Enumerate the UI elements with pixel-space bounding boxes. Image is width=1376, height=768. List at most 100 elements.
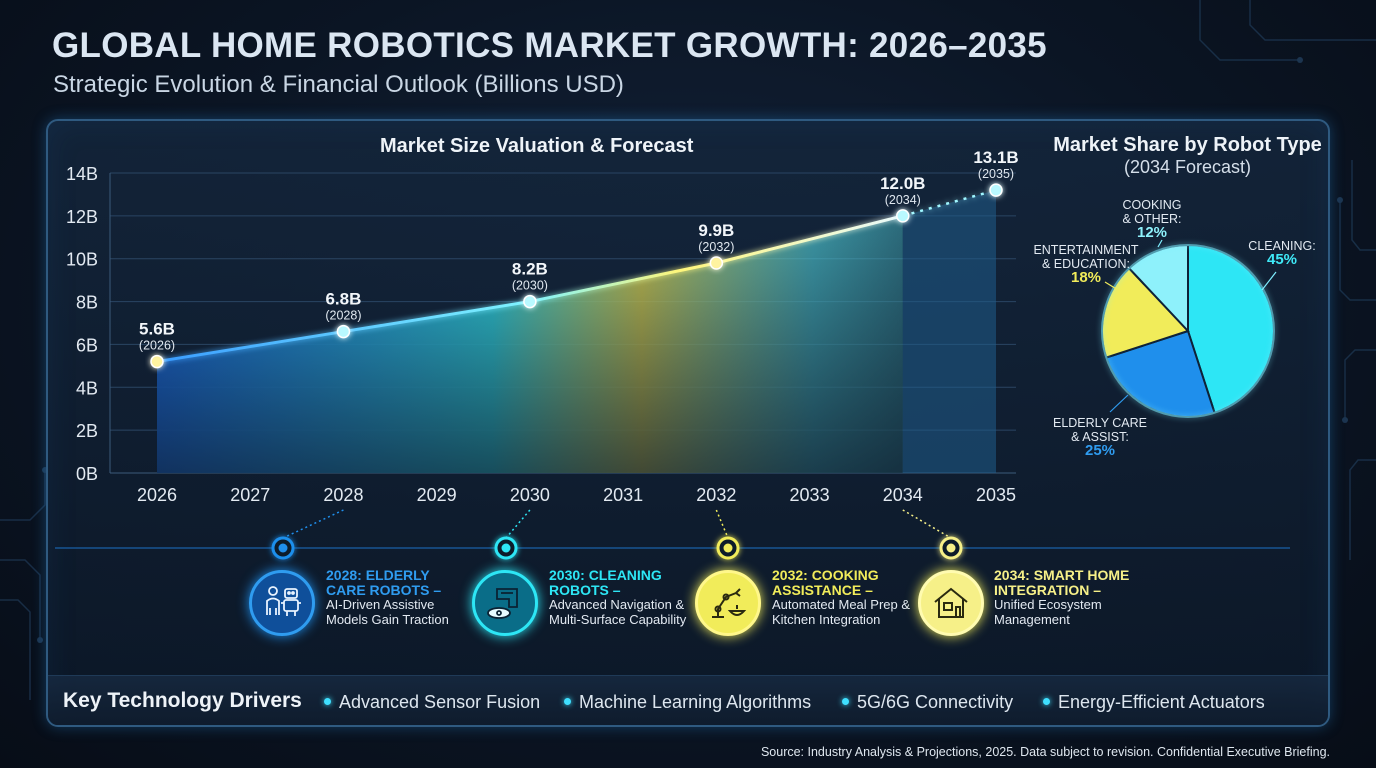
data-point [896, 209, 910, 223]
elderly-robot-icon [249, 570, 315, 636]
data-label-year: (2030) [512, 279, 548, 293]
milestone-2028: 2028: ELDERLY CARE ROBOTS – AI-Driven As… [326, 568, 466, 627]
y-tick-label: 8B [76, 293, 98, 313]
x-tick-label: 2028 [323, 485, 363, 505]
y-tick-label: 6B [76, 335, 98, 355]
robot-arm-icon [695, 570, 761, 636]
data-point [150, 354, 164, 369]
pie-label-cooking-line2: & OTHER: [1122, 212, 1182, 226]
data-point [523, 294, 537, 309]
y-tick-label: 2B [76, 421, 98, 441]
forecast-area-fill [902, 190, 996, 473]
y-tick-label: 0B [76, 464, 98, 484]
vacuum-robot-icon [472, 570, 538, 636]
bullet-icon [564, 697, 571, 705]
data-point [989, 183, 1003, 197]
driver-label: Energy-Efficient Actuators [1058, 692, 1265, 712]
driver-label: 5G/6G Connectivity [857, 692, 1014, 712]
data-label: 13.1B [973, 148, 1018, 167]
pie-label-cooking: COOKING & OTHER: 12% [1117, 198, 1187, 240]
data-point [336, 324, 351, 339]
milestone-2030-heading: 2030: CLEANING ROBOTS – [549, 567, 662, 598]
driver-label: Advanced Sensor Fusion [339, 692, 541, 712]
y-tick-label: 12B [66, 207, 98, 227]
pie-label-cleaning-name: CLEANING: [1248, 239, 1316, 253]
bullet-icon [842, 697, 849, 705]
pie-label-entertainment-line1: ENTERTAINMENT [1033, 243, 1139, 257]
milestone-2032-description: Automated Meal Prep & Kitchen Integratio… [772, 597, 911, 627]
pie-leader-line [1109, 394, 1129, 413]
pie-label-cooking-pct: 12% [1136, 224, 1168, 241]
timeline-node-core [723, 543, 733, 553]
pie-label-elderly-line1: ELDERLY CARE [1052, 416, 1148, 430]
timeline-node-core [501, 543, 511, 553]
pie-chart-subtitle: (2034 Forecast) [1123, 157, 1252, 177]
page-subtitle: Strategic Evolution & Financial Outlook … [53, 71, 624, 98]
driver-label: Machine Learning Algorithms [579, 692, 812, 712]
milestone-2030-description: Advanced Navigation & Multi-Surface Capa… [549, 597, 687, 627]
data-label: 5.6B [139, 320, 175, 339]
drivers-title: Key Technology Drivers [63, 689, 302, 712]
timeline-connector [715, 509, 729, 539]
milestone-2034: 2034: SMART HOME INTEGRATION – Unified E… [994, 568, 1134, 627]
y-tick-label: 4B [76, 378, 98, 398]
area-chart-title: Market Size Valuation & Forecast [380, 135, 694, 157]
drivers-bar [48, 675, 1328, 725]
driver-item: Machine Learning Algorithms [564, 692, 811, 713]
timeline-connector [505, 509, 531, 539]
x-tick-label: 2035 [976, 485, 1016, 505]
pie-label-elderly-line2: & ASSIST: [1071, 430, 1129, 444]
data-label-year: (2028) [325, 309, 361, 323]
driver-item: Energy-Efficient Actuators [1043, 692, 1265, 713]
page-title: GLOBAL HOME ROBOTICS MARKET GROWTH: 2026… [52, 26, 1047, 65]
timeline-node-core [946, 543, 956, 553]
data-label: 9.9B [698, 221, 734, 240]
pie-leader-line [1104, 281, 1119, 291]
data-point [709, 256, 724, 270]
pie-label-entertainment-line2: & EDUCATION: [1042, 257, 1130, 271]
driver-item: Advanced Sensor Fusion [324, 692, 540, 713]
pie-label-cleaning-pct: 45% [1266, 251, 1298, 268]
driver-item: 5G/6G Connectivity [842, 692, 1013, 713]
x-tick-label: 2029 [417, 485, 457, 505]
milestone-2030: 2030: CLEANING ROBOTS – Advanced Navigat… [549, 568, 689, 627]
pie-label-entertainment: ENTERTAINMENT & EDUCATION: 18% [1031, 243, 1141, 285]
data-label: 8.2B [512, 260, 548, 279]
pie-label-entertainment-pct: 18% [1070, 269, 1102, 286]
pie-label-elderly-pct: 25% [1084, 442, 1116, 459]
milestone-2032-heading: 2032: COOKING ASSISTANCE – [772, 567, 879, 598]
data-label: 12.0B [880, 174, 925, 193]
milestone-2028-description: AI-Driven Assistive Models Gain Traction [326, 597, 449, 627]
milestone-2034-heading: 2034: SMART HOME INTEGRATION – [994, 567, 1130, 598]
x-tick-label: 2030 [510, 485, 550, 505]
smart-home-icon [918, 570, 984, 636]
data-label-year: (2035) [978, 167, 1014, 181]
bullet-icon [324, 697, 331, 705]
x-tick-label: 2031 [603, 485, 643, 505]
x-tick-label: 2032 [696, 485, 736, 505]
y-tick-label: 14B [66, 164, 98, 184]
x-tick-label: 2027 [230, 485, 270, 505]
data-label-year: (2034) [885, 193, 921, 207]
data-label: 6.8B [325, 290, 361, 309]
pie-label-cleaning: CLEANING: 45% [1247, 239, 1317, 267]
milestone-2032: 2032: COOKING ASSISTANCE – Automated Mea… [772, 568, 912, 627]
timeline-connector [902, 509, 952, 539]
pie-leader-line [1157, 239, 1163, 248]
x-tick-label: 2033 [790, 485, 830, 505]
timeline-connector [282, 509, 344, 539]
milestone-2034-description: Unified Ecosystem Management [994, 597, 1102, 627]
x-tick-label: 2026 [137, 485, 177, 505]
pie-leader-line [1261, 271, 1277, 291]
pie-outline [1101, 244, 1275, 418]
bullet-icon [1043, 697, 1050, 705]
pie-chart-title: Market Share by Robot Type [1053, 134, 1322, 156]
pie-label-cooking-line1: COOKING [1122, 198, 1182, 212]
data-label-year: (2032) [698, 240, 734, 254]
y-tick-label: 10B [66, 250, 98, 270]
x-tick-label: 2034 [883, 485, 923, 505]
data-label-year: (2026) [139, 339, 175, 353]
timeline-node-core [278, 543, 288, 553]
